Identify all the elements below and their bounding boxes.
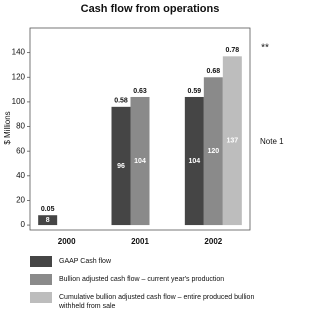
chart: Cash flow from operations $ Millions ** … [3, 3, 284, 246]
bar-value-label: 8 [46, 217, 50, 224]
y-tick-label: 120 [12, 72, 26, 81]
per-share-label: 0.58 [114, 98, 128, 105]
bar-value-label: 137 [226, 138, 238, 145]
legend-item: GAAP Cash flow [30, 256, 280, 267]
per-share-label: 0.68 [207, 68, 221, 75]
per-share-label: 0.63 [133, 88, 147, 95]
y-axis-label: $ Millions [3, 111, 12, 144]
annotation: Note 1 [260, 137, 284, 146]
bar [111, 106, 131, 226]
plot-frame [29, 27, 251, 231]
y-tick-label: 100 [12, 97, 26, 106]
bar-value-label: 96 [117, 163, 125, 170]
y-tick-label: 0 [21, 220, 26, 229]
bar [130, 96, 150, 226]
legend-label: Cumulative bullion adjusted cash flow – … [59, 294, 255, 310]
y-tick-label: 80 [16, 122, 25, 131]
y-tick-label: 20 [16, 196, 25, 205]
legend-item: Bullion adjusted cash flow – current yea… [30, 274, 280, 285]
legend-item: Cumulative bullion adjusted cash flow – … [30, 292, 280, 311]
x-tick-label: 2000 [58, 237, 76, 246]
per-share-label: 0.78 [226, 47, 240, 54]
bar [38, 215, 58, 226]
legend-label: GAAP Cash flow [59, 258, 112, 265]
legend-swatch [30, 256, 52, 267]
y-tick-label: 60 [16, 146, 25, 155]
legend-swatch [30, 274, 52, 285]
page: {"chart_data": {"type": "bar", "title": … [3, 2, 285, 318]
y-tick-label: 140 [12, 48, 26, 57]
annotation: ** [261, 43, 269, 54]
per-share-label: 0.05 [41, 206, 55, 213]
bar [184, 96, 204, 226]
y-tick-label: 40 [16, 171, 25, 180]
bar [222, 56, 242, 226]
per-share-label: 0.59 [188, 88, 202, 95]
x-tick-label: 2001 [131, 237, 149, 246]
bar-value-label: 104 [134, 158, 146, 165]
x-tick-label: 2002 [204, 237, 222, 246]
bar [203, 77, 223, 226]
legend: GAAP Cash flow Bullion adjusted cash flow… [30, 256, 280, 318]
bar-value-label: 120 [207, 148, 219, 155]
bar-value-label: 104 [188, 158, 200, 165]
chart-title: Cash flow from operations [81, 3, 220, 15]
legend-swatch [30, 292, 52, 303]
legend-label: Bullion adjusted cash flow – current yea… [59, 276, 225, 283]
